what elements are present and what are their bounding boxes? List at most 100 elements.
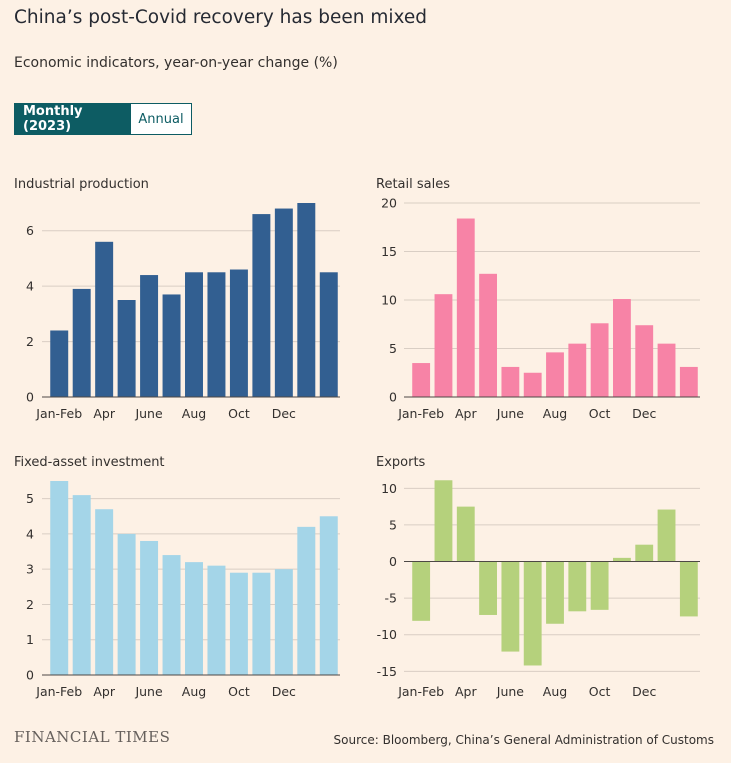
bar xyxy=(479,273,497,397)
y-tick-label: 0 xyxy=(26,668,34,683)
period-toggle: Monthly (2023) Annual xyxy=(14,103,192,135)
x-tick-label: Jan-Feb xyxy=(35,684,82,699)
x-tick-label: Apr xyxy=(93,684,115,699)
x-tick-label: Aug xyxy=(543,406,567,421)
x-tick-label: Aug xyxy=(543,684,567,699)
y-tick-label: 5 xyxy=(389,341,397,356)
bar xyxy=(590,561,609,610)
bar xyxy=(274,208,293,397)
x-tick-label: Dec xyxy=(272,684,296,699)
x-tick-label: Oct xyxy=(589,684,611,699)
bar xyxy=(207,565,226,675)
bar xyxy=(185,562,203,675)
y-tick-label: 0 xyxy=(389,390,397,405)
bar xyxy=(479,561,497,615)
bar xyxy=(185,272,203,397)
x-tick-label: Apr xyxy=(455,684,477,699)
retail-sales-panel: Retail sales 0 5 10 15 20 Jan-Feb Apr June Aug Oct… xyxy=(376,177,700,421)
x-tick-label: June xyxy=(496,684,525,699)
exports-panel: Exports -15 -10 -5 0 5 10 Jan-Feb Apr June Aug Oct D… xyxy=(376,455,700,699)
bar xyxy=(568,561,587,612)
bar xyxy=(501,366,520,397)
retail-sales-title: Retail sales xyxy=(376,177,450,192)
bar xyxy=(297,203,316,397)
bar xyxy=(501,561,520,652)
annual-toggle-button[interactable]: Annual xyxy=(131,104,191,134)
x-tick-label: Oct xyxy=(228,406,250,421)
bar xyxy=(613,557,631,562)
financial-times-logo: FINANCIAL TIMES xyxy=(14,728,171,746)
x-tick-label: June xyxy=(496,406,525,421)
y-tick-label: 15 xyxy=(381,244,397,259)
y-tick-label: 10 xyxy=(381,293,397,308)
bar xyxy=(657,343,676,397)
y-tick-label: -10 xyxy=(377,627,397,642)
y-tick-label: -5 xyxy=(385,591,397,606)
chart-subtitle: Economic indicators, year-on-year change… xyxy=(14,55,338,71)
bar xyxy=(434,294,453,397)
bar xyxy=(590,323,609,397)
industrial-production-panel: Industrial production 0 2 4 6 Jan-Feb Apr June A… xyxy=(14,177,340,421)
bar xyxy=(613,299,631,397)
bar xyxy=(434,480,453,562)
bar xyxy=(72,288,91,397)
bar xyxy=(546,561,564,624)
bar xyxy=(679,561,698,617)
fixed-asset-investment-title: Fixed-asset investment xyxy=(14,455,165,470)
bar xyxy=(456,218,475,397)
bar xyxy=(95,241,114,397)
bar xyxy=(319,516,338,675)
bar xyxy=(229,269,248,397)
y-tick-label: 3 xyxy=(26,562,34,577)
exports-title: Exports xyxy=(376,455,426,470)
x-tick-label: Aug xyxy=(182,406,206,421)
bar xyxy=(657,509,676,562)
x-tick-label: Dec xyxy=(272,406,296,421)
x-tick-label: June xyxy=(134,684,163,699)
industrial-production-title: Industrial production xyxy=(14,177,149,192)
y-tick-label: 4 xyxy=(26,279,34,294)
bar xyxy=(50,481,69,675)
bar xyxy=(546,352,564,397)
bar xyxy=(162,555,181,675)
bar xyxy=(412,363,431,397)
bar xyxy=(523,561,542,666)
chart-title: China’s post-Covid recovery has been mix… xyxy=(14,7,428,28)
y-tick-label: 2 xyxy=(26,334,34,349)
bar xyxy=(297,526,316,675)
monthly-toggle-button[interactable]: Monthly (2023) xyxy=(15,104,131,134)
bar xyxy=(50,330,69,397)
x-tick-label: Apr xyxy=(93,406,115,421)
x-tick-label: Apr xyxy=(455,406,477,421)
x-tick-label: Dec xyxy=(632,684,656,699)
bar xyxy=(679,366,698,397)
y-tick-label: 10 xyxy=(381,481,397,496)
bar xyxy=(274,569,293,675)
x-tick-label: Jan-Feb xyxy=(397,406,444,421)
x-tick-label: Oct xyxy=(228,684,250,699)
bar xyxy=(229,572,248,675)
bar xyxy=(140,275,159,397)
bar xyxy=(140,540,159,675)
bar xyxy=(95,509,114,675)
fixed-asset-investment-panel: Fixed-asset investment 0 1 2 3 4 5 Jan-Feb Apr Ju… xyxy=(14,455,340,699)
y-tick-label: 6 xyxy=(26,223,34,238)
bar xyxy=(635,544,654,562)
x-tick-label: Dec xyxy=(632,406,656,421)
y-tick-label: 0 xyxy=(26,390,34,405)
x-tick-label: Jan-Feb xyxy=(35,406,82,421)
y-tick-label: 0 xyxy=(389,554,397,569)
bar xyxy=(117,533,136,675)
bar xyxy=(456,506,475,562)
bar xyxy=(523,372,542,397)
y-tick-label: 4 xyxy=(26,526,34,541)
x-tick-label: Aug xyxy=(182,684,206,699)
y-tick-label: -15 xyxy=(377,664,397,679)
bar xyxy=(72,495,91,675)
y-tick-label: 20 xyxy=(381,196,397,211)
bar xyxy=(635,325,654,397)
x-tick-label: Oct xyxy=(589,406,611,421)
y-tick-label: 2 xyxy=(26,597,34,612)
y-tick-label: 5 xyxy=(389,517,397,532)
y-tick-label: 5 xyxy=(26,491,34,506)
